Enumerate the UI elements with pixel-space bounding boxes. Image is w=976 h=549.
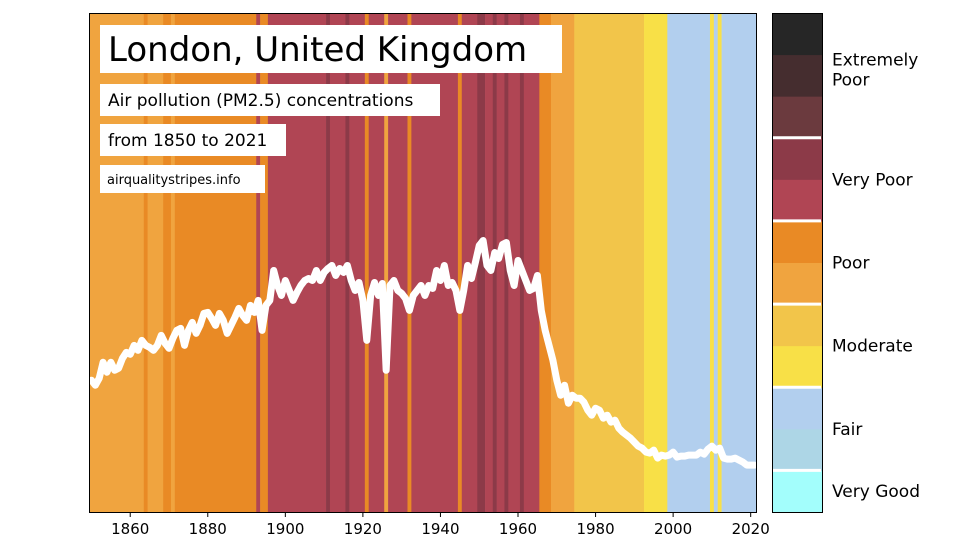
x-tick-label: 2000 xyxy=(654,520,692,538)
colorbar-segment xyxy=(772,13,822,56)
colorbar-segment xyxy=(772,428,822,471)
x-tick-label: 1900 xyxy=(266,520,304,538)
chart-title: London, United Kingdom xyxy=(108,30,527,70)
source-text: airqualitystripes.info xyxy=(107,173,241,188)
colorbar-segment xyxy=(772,179,822,222)
colorbar-frame xyxy=(772,13,823,513)
x-tick-label: 1980 xyxy=(576,520,614,538)
x-tick-label: 1920 xyxy=(344,520,382,538)
colorbar-segment xyxy=(772,220,822,263)
subtitle-box-1: Air pollution (PM2.5) concentrations xyxy=(100,84,440,116)
stripe xyxy=(461,13,478,512)
source-box: airqualitystripes.info xyxy=(100,165,265,193)
stripe xyxy=(523,13,540,512)
x-tick-label: 2020 xyxy=(732,520,770,538)
colorbar-segment xyxy=(772,304,822,347)
stripe xyxy=(644,13,668,512)
colorbar-segment xyxy=(772,262,822,305)
legend-label: Very Good xyxy=(832,482,920,502)
legend-label: Moderate xyxy=(832,337,913,357)
plot-frame xyxy=(89,13,757,513)
x-tick-label: 1940 xyxy=(421,520,459,538)
stripe xyxy=(496,13,505,512)
stripe xyxy=(713,13,719,512)
colorbar-segment xyxy=(772,345,822,388)
x-axis: 1860 1880 1900 1920 1940 1960 1980 2000 2020 xyxy=(111,512,770,538)
colorbar-legend: Very Good Fair Moderate Poor Very Poor Extrem… xyxy=(772,13,920,513)
stripe xyxy=(667,13,711,512)
stripe xyxy=(721,13,757,512)
stripe xyxy=(364,13,370,512)
stripe xyxy=(384,13,389,512)
stripe xyxy=(349,13,366,512)
chart-subtitle-2: from 1850 to 2021 xyxy=(108,131,267,151)
legend-label: Poor xyxy=(832,254,869,274)
stripe xyxy=(326,13,331,512)
colorbar-segment xyxy=(772,470,822,513)
stripe xyxy=(709,13,715,512)
x-tick-label: 1880 xyxy=(189,520,227,538)
stripe xyxy=(163,13,172,512)
x-tick-label: 1860 xyxy=(111,520,149,538)
stripe xyxy=(143,13,148,512)
legend-label: Extremely Poor xyxy=(832,50,918,90)
stripe xyxy=(457,13,463,512)
chart-subtitle-1: Air pollution (PM2.5) concentrations xyxy=(108,91,413,111)
stripe xyxy=(170,13,176,512)
colorbar-segment xyxy=(772,387,822,430)
stripe xyxy=(717,13,722,512)
stripe xyxy=(256,13,261,512)
legend-label: Fair xyxy=(832,420,862,440)
stripe xyxy=(574,13,645,512)
stripe xyxy=(539,13,552,512)
stripe xyxy=(329,13,346,512)
colorbar-segment xyxy=(772,54,822,97)
colorbar-segment xyxy=(772,96,822,139)
stripe xyxy=(260,13,269,512)
subtitle-box-2: from 1850 to 2021 xyxy=(100,124,286,156)
stripe xyxy=(368,13,385,512)
colorbar-segment xyxy=(772,137,822,180)
stripes xyxy=(89,13,757,512)
stripe xyxy=(407,13,412,512)
x-tick-label: 1960 xyxy=(499,520,537,538)
title-box: London, United Kingdom xyxy=(100,25,562,73)
stripe xyxy=(550,13,575,512)
legend-label: Very Poor xyxy=(832,170,913,190)
pm25-line xyxy=(87,237,759,469)
stripe xyxy=(388,13,408,512)
stripe xyxy=(477,13,486,512)
